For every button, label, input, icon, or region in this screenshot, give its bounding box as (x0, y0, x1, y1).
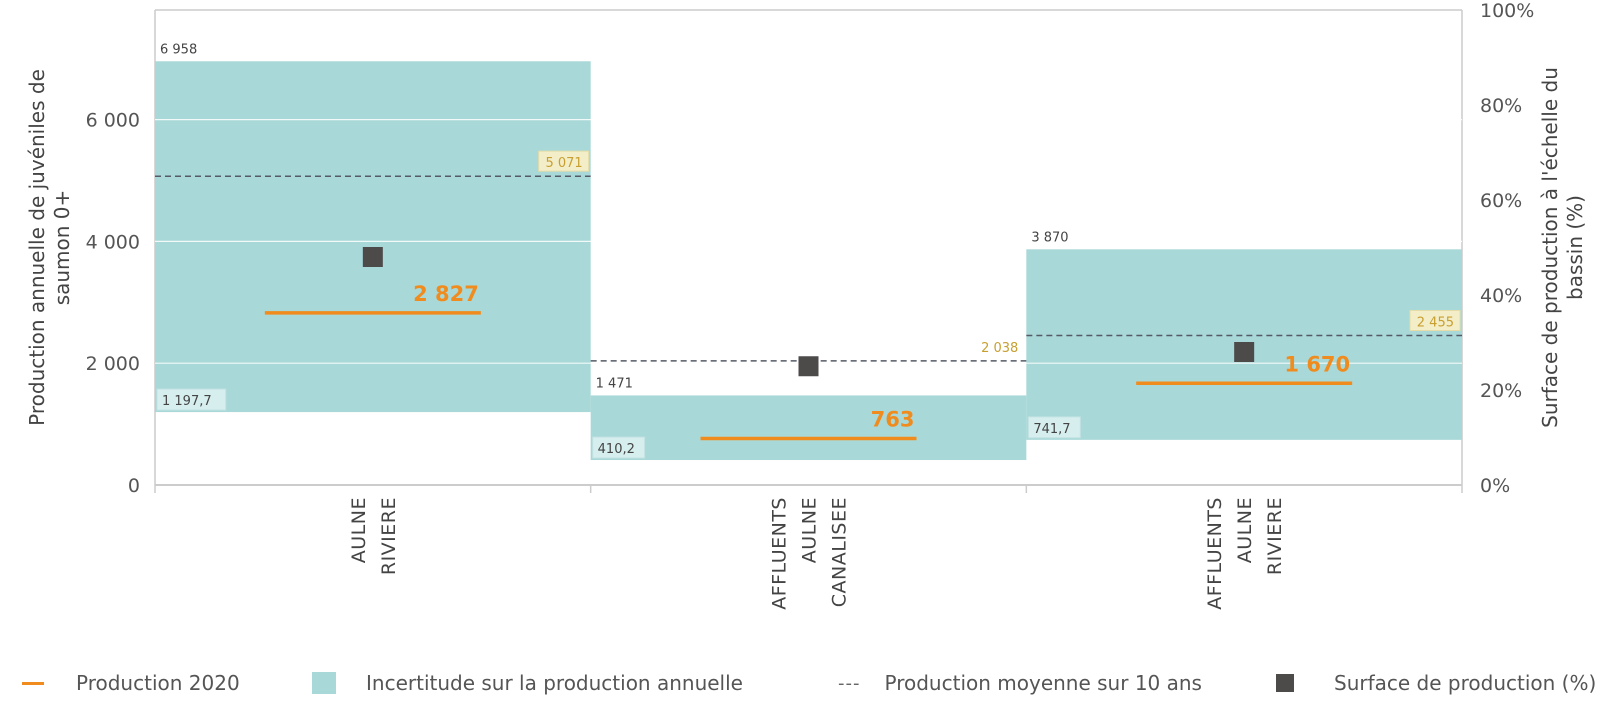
mean-label-box (1409, 309, 1461, 331)
y-left-axis-title-line: saumon 0+ (50, 190, 74, 306)
surface-marker (1234, 342, 1255, 362)
band-low-label: 410,2 (598, 442, 635, 457)
production-2020-label: 763 (871, 408, 915, 432)
y-right-tick-label: 40% (1480, 285, 1522, 307)
y-left-tick-label: 0 (128, 475, 140, 497)
y-right-tick-label: 100% (1480, 0, 1534, 22)
category-label: AULNE (799, 497, 821, 563)
mean-10y-label: 2 455 (1417, 315, 1454, 330)
uncertainty-band (590, 395, 1027, 461)
y-right-tick-label: 0% (1480, 475, 1510, 497)
category-label: RIVIERE (378, 497, 400, 575)
y-left-axis-title-line: Production annuelle de juvéniles de (25, 69, 49, 426)
band-high-label: 6 958 (160, 42, 197, 57)
band-low-label: 741,7 (1033, 422, 1070, 437)
category-label: AFFLUENTS (769, 497, 791, 610)
legend-box-swatch (312, 672, 336, 694)
legend-item-uncertainty: Incertitude sur la production annuelle (312, 668, 743, 698)
band-low-label-box (1027, 416, 1081, 439)
surface-marker (798, 356, 819, 377)
category-label: AULNE (1234, 497, 1256, 563)
mean-10y-label: 2 038 (981, 341, 1018, 356)
mean-10y-label: 5 071 (545, 156, 582, 171)
uncertainty-band (155, 61, 591, 413)
y-left-axis-title: Production annuelle de juvéniles desaumo… (25, 69, 74, 426)
mean-label-box (538, 150, 590, 172)
surface-marker (362, 247, 383, 267)
band-high-label: 1 471 (596, 376, 633, 391)
category-label: AULNE (348, 497, 370, 563)
legend-label-mean-10y: Production moyenne sur 10 ans (884, 671, 1202, 695)
legend-label-uncertainty: Incertitude sur la production annuelle (366, 671, 743, 695)
band-low-label: 1 197,7 (162, 394, 212, 409)
legend-item-surface: Surface de production (%) (1276, 668, 1596, 698)
production-2020-label: 2 827 (413, 282, 479, 306)
band-low-label-box (592, 436, 646, 459)
band-low-label-box (156, 388, 227, 411)
legend: Production 2020 Incertitude sur la produ… (0, 668, 1608, 698)
legend-dash-swatch: --- (838, 672, 861, 694)
legend-square-swatch (1276, 674, 1294, 692)
category-label: RIVIERE (1264, 497, 1286, 575)
band-high-label: 3 870 (1031, 230, 1068, 245)
legend-item-mean-10y: --- Production moyenne sur 10 ans (838, 668, 1202, 698)
y-right-axis-title: Surface de production à l'échelle dubass… (1538, 67, 1587, 428)
y-left-tick-label: 6 000 (86, 110, 140, 132)
y-left-tick-label: 2 000 (86, 353, 140, 375)
legend-label-production-2020: Production 2020 (76, 671, 240, 695)
legend-line-swatch (22, 681, 44, 685)
y-right-tick-label: 80% (1480, 95, 1522, 117)
y-right-tick-label: 20% (1480, 380, 1522, 402)
y-left-tick-label: 4 000 (86, 231, 140, 253)
y-right-tick-label: 60% (1480, 190, 1522, 212)
legend-label-surface: Surface de production (%) (1334, 671, 1597, 695)
category-label: AFFLUENTS (1204, 497, 1226, 610)
y-right-axis-title-line: Surface de production à l'échelle du (1538, 67, 1562, 428)
category-label: CANALISEE (829, 497, 851, 607)
production-2020-label: 1 670 (1284, 352, 1350, 376)
y-right-axis-title-line: bassin (%) (1563, 195, 1587, 300)
legend-item-production-2020: Production 2020 (22, 668, 240, 698)
